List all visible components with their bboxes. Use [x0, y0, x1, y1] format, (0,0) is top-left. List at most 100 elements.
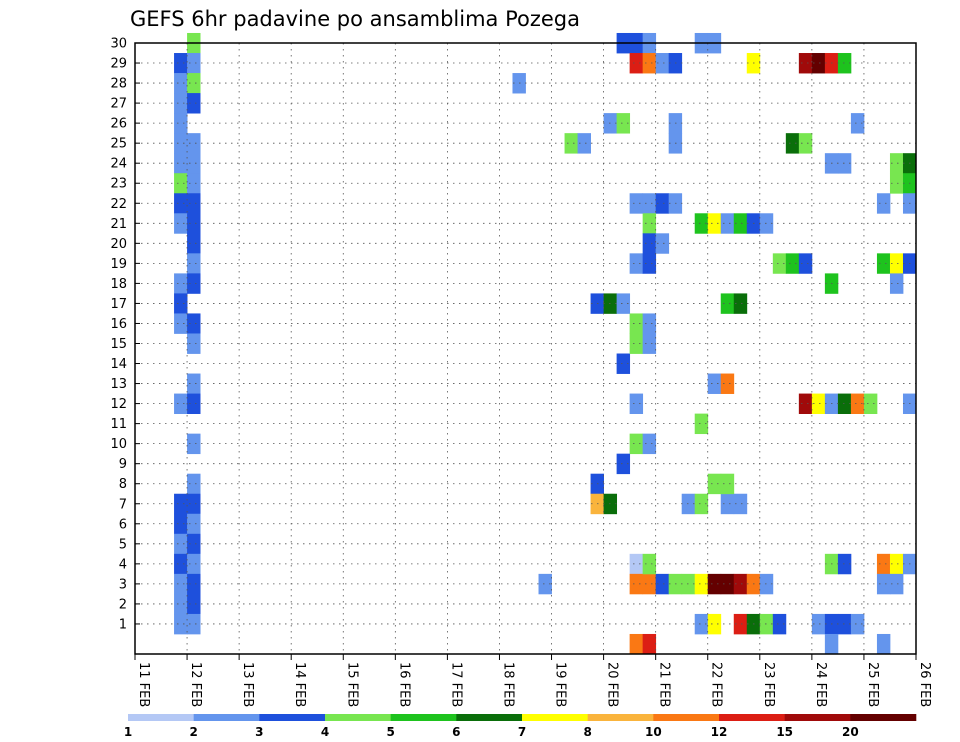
x-tick-label: 18 FEB [500, 662, 515, 707]
y-tick-label: 17 [110, 297, 127, 312]
colorbar-label: 5 [386, 725, 394, 739]
heatmap-cell [187, 233, 201, 254]
heatmap-cell [876, 193, 891, 214]
colorbar-swatch [259, 714, 326, 721]
heatmap-cell [798, 53, 813, 74]
heatmap-cell [772, 253, 787, 274]
colorbar-label: 1 [124, 725, 132, 739]
heatmap-cell [629, 633, 644, 655]
heatmap-cell [642, 633, 657, 655]
heatmap-cell [629, 253, 644, 274]
colorbar-label: 20 [842, 725, 859, 739]
colorbar-label: 12 [711, 725, 728, 739]
y-tick-label: 27 [110, 97, 127, 112]
heatmap-cell [174, 213, 188, 234]
heatmap-cell [187, 533, 201, 555]
colorbar-label: 3 [255, 725, 263, 739]
colorbar: 1 2 3 4 5 6 7 8 10 12 15 20 [124, 714, 917, 739]
colorbar-label: 7 [518, 725, 526, 739]
heatmap-cell [720, 493, 735, 515]
heatmap-cell [837, 553, 852, 575]
heatmap-cell [577, 133, 591, 154]
heatmap-cell [733, 493, 748, 515]
heatmap-cell [798, 133, 813, 154]
heatmap-cell [629, 573, 644, 595]
heatmap-cell [174, 393, 188, 414]
heatmap-cell [629, 313, 644, 334]
heatmap-cell [733, 613, 748, 635]
colorbar-swatch [719, 714, 785, 721]
heatmap-cell [174, 313, 188, 334]
chart-title: GEFS 6hr padavine po ansamblima Pozega [130, 7, 580, 31]
heatmap-cell [876, 573, 891, 595]
heatmap-cell [720, 573, 735, 595]
heatmap-cell [174, 273, 188, 294]
heatmap-cell [616, 453, 631, 475]
heatmap-cell [889, 273, 904, 294]
heatmap-cell [642, 193, 657, 214]
heatmap-cell [642, 573, 657, 595]
heatmap-cell [187, 73, 201, 94]
heatmap-cell [707, 613, 722, 635]
heatmap-cell [187, 173, 201, 194]
heatmap-cell [187, 493, 201, 515]
heatmap-cell [889, 173, 904, 194]
colorbar-swatch [522, 714, 588, 721]
y-tick-label: 21 [110, 217, 127, 232]
heatmap-cell [174, 93, 188, 114]
heatmap-cell [187, 513, 201, 535]
y-tick-label: 25 [110, 137, 127, 152]
heatmap-cell [174, 493, 188, 515]
heatmap-cell [694, 213, 709, 234]
y-tick-label: 10 [110, 437, 127, 452]
heatmap-cell [187, 53, 201, 74]
heatmap-cell [629, 393, 644, 414]
heatmap-cell [616, 113, 631, 134]
heatmap-cell [187, 333, 201, 354]
heatmap-cell [785, 133, 800, 154]
heatmap-cell [187, 253, 201, 274]
colorbar-swatch [390, 714, 457, 721]
colorbar-swatch [784, 714, 851, 721]
x-tick-label: 11 FEB [136, 662, 151, 707]
heatmap-cell [174, 593, 188, 615]
heatmap-cell [629, 193, 644, 214]
x-tick-label: 26 FEB [917, 662, 932, 707]
y-tick-label: 23 [110, 177, 127, 192]
heatmap-cell [174, 193, 188, 214]
x-tick-label: 13 FEB [240, 662, 255, 707]
x-axis-ticks: 11 FEB 12 FEB 13 FEB 14 FEB 15 FEB 16 FEB 17 F… [134, 654, 932, 707]
heatmap-cell [707, 473, 722, 495]
y-tick-label: 11 [110, 417, 127, 432]
heatmap-cell [642, 53, 657, 74]
heatmap-cell [824, 633, 839, 655]
heatmap-cell [707, 213, 722, 234]
heatmap-cell [174, 113, 188, 134]
heatmap-cell [642, 333, 657, 354]
y-tick-label: 4 [119, 557, 127, 572]
x-tick-label: 19 FEB [553, 662, 568, 707]
heatmap-cell [174, 153, 188, 174]
heatmap-cell [187, 593, 201, 615]
y-tick-label: 12 [110, 397, 127, 412]
y-tick-label: 28 [110, 77, 127, 92]
heatmap-cell [187, 153, 201, 174]
heatmap-cell [811, 53, 826, 74]
heatmap-cell [629, 553, 644, 575]
heatmap-cell [720, 213, 735, 234]
heatmap-cell [694, 493, 709, 515]
heatmap-cell [174, 293, 188, 314]
heatmap-cell [629, 433, 644, 455]
y-tick-label: 19 [110, 257, 127, 272]
heatmap-cell [655, 193, 670, 214]
heatmap-cell [707, 573, 722, 595]
y-tick-label: 14 [110, 357, 127, 372]
colorbar-swatch [128, 714, 194, 721]
heatmap-cell [187, 213, 201, 234]
heatmap-cell [629, 333, 644, 354]
heatmap-cell [564, 133, 578, 154]
heatmap-cell [642, 433, 657, 455]
heatmap-cell [837, 613, 852, 635]
heatmap-cell [837, 53, 852, 74]
heatmap-cell [850, 613, 865, 635]
